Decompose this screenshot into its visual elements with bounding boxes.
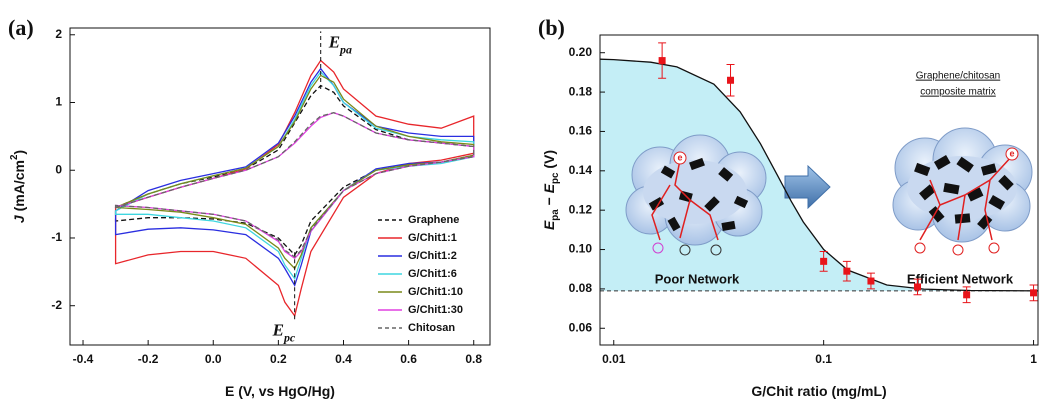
electron-label: e <box>1009 148 1014 158</box>
x-tick-label: 0.01 <box>602 352 626 366</box>
y-axis-label-part: 2 <box>9 154 20 160</box>
y-axis-label-part: (V) <box>541 150 557 173</box>
electron-label: e <box>677 152 682 162</box>
annotation-label: Epa <box>328 32 352 56</box>
plot-frame <box>69 27 491 346</box>
y-axis-label-part: pc <box>550 172 561 184</box>
x-tick-label: 1 <box>1030 352 1037 366</box>
x-tick-label: -0.2 <box>138 352 159 366</box>
data-point <box>867 277 875 285</box>
legend-label: G/Chit1:1 <box>408 232 457 244</box>
data-point <box>658 57 666 65</box>
y-axis-label-part: E <box>541 183 557 193</box>
y-axis-label: Epa − Epc (V) <box>541 150 561 230</box>
y-tick-label: 0.18 <box>569 84 593 98</box>
y-axis-label-part: − <box>541 193 557 209</box>
annotation-label-part: E <box>328 32 340 51</box>
x-tick-label: 0.8 <box>465 352 482 366</box>
y-axis-label: J (mA/cm2) <box>9 150 27 223</box>
legend-label: G/Chit1:2 <box>408 250 457 262</box>
y-tick-label: 2 <box>55 27 62 41</box>
x-axis-label: G/Chit ratio (mg/mL) <box>751 383 886 399</box>
y-axis-label-part: (mA/cm <box>11 160 27 215</box>
matrix-label: composite matrix <box>920 87 996 98</box>
matrix-label: Graphene/chitosan <box>916 71 1001 82</box>
x-tick-label: 0.4 <box>335 352 352 366</box>
plot-frame <box>599 34 1039 346</box>
y-tick-label: 0.14 <box>569 163 593 177</box>
y-tick-label: 0.20 <box>569 45 593 59</box>
panel-label: (a) <box>8 15 34 40</box>
y-tick-label: 0.10 <box>569 242 593 256</box>
fit-curve <box>599 58 1039 292</box>
data-point <box>820 257 828 265</box>
data-point <box>727 76 735 84</box>
annotation-label-part: pc <box>283 330 296 344</box>
illustration: e e Poor Network Efficient Network Graph… <box>625 71 1033 286</box>
x-axis-label: E (V, vs HgO/Hg) <box>225 383 335 399</box>
efficient-network-cloud <box>892 127 1033 256</box>
panel-label: (b) <box>538 15 565 40</box>
y-tick-label: 0.12 <box>569 202 593 216</box>
legend-label: G/Chit1:10 <box>408 286 463 298</box>
y-tick-label: 0.08 <box>569 281 593 295</box>
cv-curve <box>114 70 475 281</box>
cv-curve <box>114 112 475 258</box>
y-axis-label-part: ) <box>11 150 27 155</box>
efficient-network-label: Efficient Network <box>907 271 1014 286</box>
x-axis-label-part: E (V, vs HgO/Hg) <box>225 383 335 399</box>
x-axis-label-part: G/Chit ratio (mg/mL) <box>751 383 886 399</box>
x-tick-label: -0.4 <box>73 352 94 366</box>
legend-label: G/Chit1:6 <box>408 268 457 280</box>
annotation-label: Epc <box>272 320 296 344</box>
poor-network-cloud <box>625 134 767 256</box>
y-tick-label: -2 <box>51 298 62 312</box>
x-tick-label: 0.6 <box>400 352 417 366</box>
data-point <box>914 283 922 291</box>
annotation-label-part: E <box>272 320 284 339</box>
x-tick-label: 0.2 <box>270 352 287 366</box>
poor-network-label: Poor Network <box>655 271 740 286</box>
cv-curve <box>114 84 475 256</box>
y-tick-label: 1 <box>55 95 62 109</box>
data-point <box>963 291 971 299</box>
x-tick-label: 0.1 <box>815 352 832 366</box>
y-tick-label: 0.16 <box>569 124 593 138</box>
annotation-label-part: pa <box>339 42 352 56</box>
legend-label: Graphene <box>408 214 459 226</box>
y-axis-label-part: E <box>541 220 557 230</box>
y-tick-label: 0.06 <box>569 320 593 334</box>
data-point <box>1030 289 1038 297</box>
y-tick-label: -1 <box>51 230 62 244</box>
y-axis-label-part: J <box>11 214 27 223</box>
legend-label: Chitosan <box>408 322 455 334</box>
y-axis-label-part: pa <box>550 209 561 221</box>
x-tick-label: 0.0 <box>205 352 222 366</box>
y-tick-label: 0 <box>55 162 62 176</box>
data-point <box>843 267 851 275</box>
legend-label: G/Chit1:30 <box>408 304 463 316</box>
